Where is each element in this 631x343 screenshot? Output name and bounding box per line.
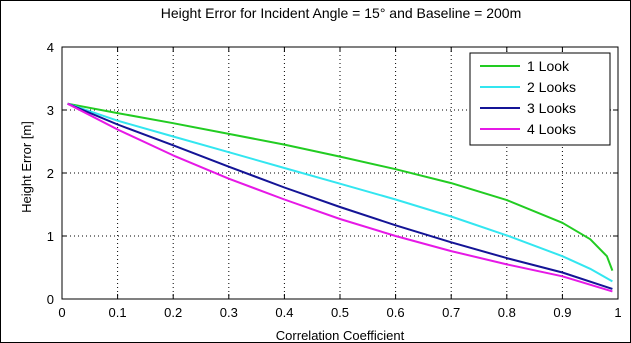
axis-ticks: 0 0.1 0.2 0.3 0.4 0.5 0.6 0.7 0.8 0.9 1 0 1 2 3 4 [47,40,622,320]
y-tick-label: 1 [47,229,54,244]
y-tick-label: 4 [47,40,54,55]
grid [62,47,618,299]
x-tick-label: 0.1 [109,305,127,320]
x-tick-label: 0 [58,305,65,320]
series-line-2 [67,102,613,283]
series-line-1 [67,102,614,271]
x-tick-label: 0.2 [164,305,182,320]
x-tick-label: 1 [614,305,621,320]
x-tick-label: 0.5 [331,305,349,320]
y-tick-label: 2 [47,166,54,181]
x-tick-label: 0.6 [387,305,405,320]
y-axis-label: Height Error [m] [19,121,34,213]
x-tick-label: 0.7 [442,305,460,320]
x-tick-label: 0.3 [220,305,238,320]
legend-label-1: 1 Look [527,58,570,74]
chart-title: Height Error for Incident Angle = 15° an… [161,5,522,21]
legend: 1 Look 2 Looks 3 Looks 4 Looks [469,52,611,146]
x-tick-label: 0.4 [275,305,293,320]
x-axis-label: Correlation Coefficient [276,328,405,342]
series-line-4 [67,102,613,293]
y-tick-label: 0 [47,292,54,307]
y-tick-label: 3 [47,103,54,118]
legend-label-3: 3 Looks [527,100,576,116]
series-lines [67,102,614,293]
x-tick-label: 0.8 [498,305,516,320]
series-line-3 [67,102,613,290]
legend-label-2: 2 Looks [527,79,576,95]
x-tick-label: 0.9 [553,305,571,320]
legend-label-4: 4 Looks [527,121,576,137]
